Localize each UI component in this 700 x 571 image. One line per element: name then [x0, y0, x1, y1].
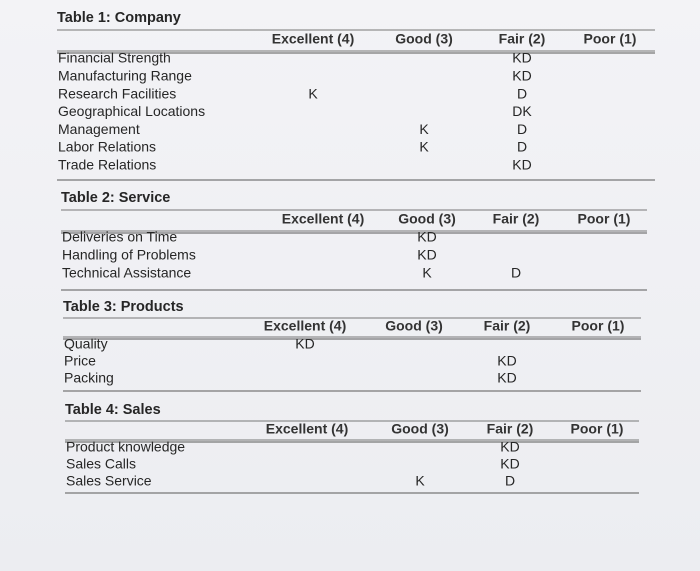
rating: KD [417, 247, 436, 263]
row-label: Handling of Problems [62, 247, 196, 263]
row-label: Sales Service [66, 473, 152, 489]
row-label: Labor Relations [58, 139, 156, 155]
row-label: Research Facilities [58, 85, 176, 101]
column-header: Excellent (4) [272, 31, 354, 47]
row-label: Price [64, 353, 96, 369]
rating: D [511, 265, 521, 281]
rating: KD [512, 68, 531, 84]
rating: K [415, 473, 425, 489]
column-header: Poor (1) [572, 318, 625, 334]
rating: D [517, 139, 527, 155]
column-header: Poor (1) [578, 211, 631, 227]
column-header: Fair (2) [487, 421, 534, 437]
column-header: Excellent (4) [264, 318, 346, 334]
rating: K [308, 85, 318, 101]
row-label: Management [58, 121, 140, 137]
rating: K [422, 265, 432, 281]
rating: KD [295, 336, 314, 352]
table-title: Table 3: Products [63, 299, 184, 315]
column-header: Fair (2) [493, 211, 540, 227]
rating: D [505, 473, 515, 489]
row-label: Manufacturing Range [58, 68, 192, 84]
rating: KD [500, 456, 519, 472]
column-header: Good (3) [385, 318, 443, 334]
column-header: Good (3) [395, 31, 453, 47]
row-label: Product knowledge [66, 439, 185, 455]
rating: D [517, 85, 527, 101]
rating: KD [497, 353, 516, 369]
rating: D [517, 121, 527, 137]
column-header: Poor (1) [584, 31, 637, 47]
row-label: Packing [64, 370, 114, 386]
row-label: Quality [64, 336, 108, 352]
column-header: Excellent (4) [282, 211, 364, 227]
column-header: Good (3) [398, 211, 456, 227]
rating: KD [497, 370, 516, 386]
row-label: Trade Relations [58, 157, 156, 173]
row-label: Financial Strength [58, 50, 171, 66]
column-header: Poor (1) [571, 421, 624, 437]
row-label: Technical Assistance [62, 265, 191, 281]
rating: KD [512, 50, 531, 66]
table-title: Table 4: Sales [65, 402, 161, 418]
rating: K [419, 121, 429, 137]
row-label: Deliveries on Time [62, 229, 177, 245]
rating: DK [512, 103, 532, 119]
column-header: Excellent (4) [266, 421, 348, 437]
column-header: Fair (2) [484, 318, 531, 334]
row-label: Sales Calls [66, 456, 136, 472]
rating: KD [512, 157, 531, 173]
table-title: Table 1: Company [57, 10, 181, 26]
column-header: Good (3) [391, 421, 449, 437]
column-header: Fair (2) [499, 31, 546, 47]
rating: KD [500, 439, 519, 455]
rating: KD [417, 229, 436, 245]
row-label: Geographical Locations [58, 103, 205, 119]
table-title: Table 2: Service [61, 190, 170, 206]
rating: K [419, 139, 429, 155]
